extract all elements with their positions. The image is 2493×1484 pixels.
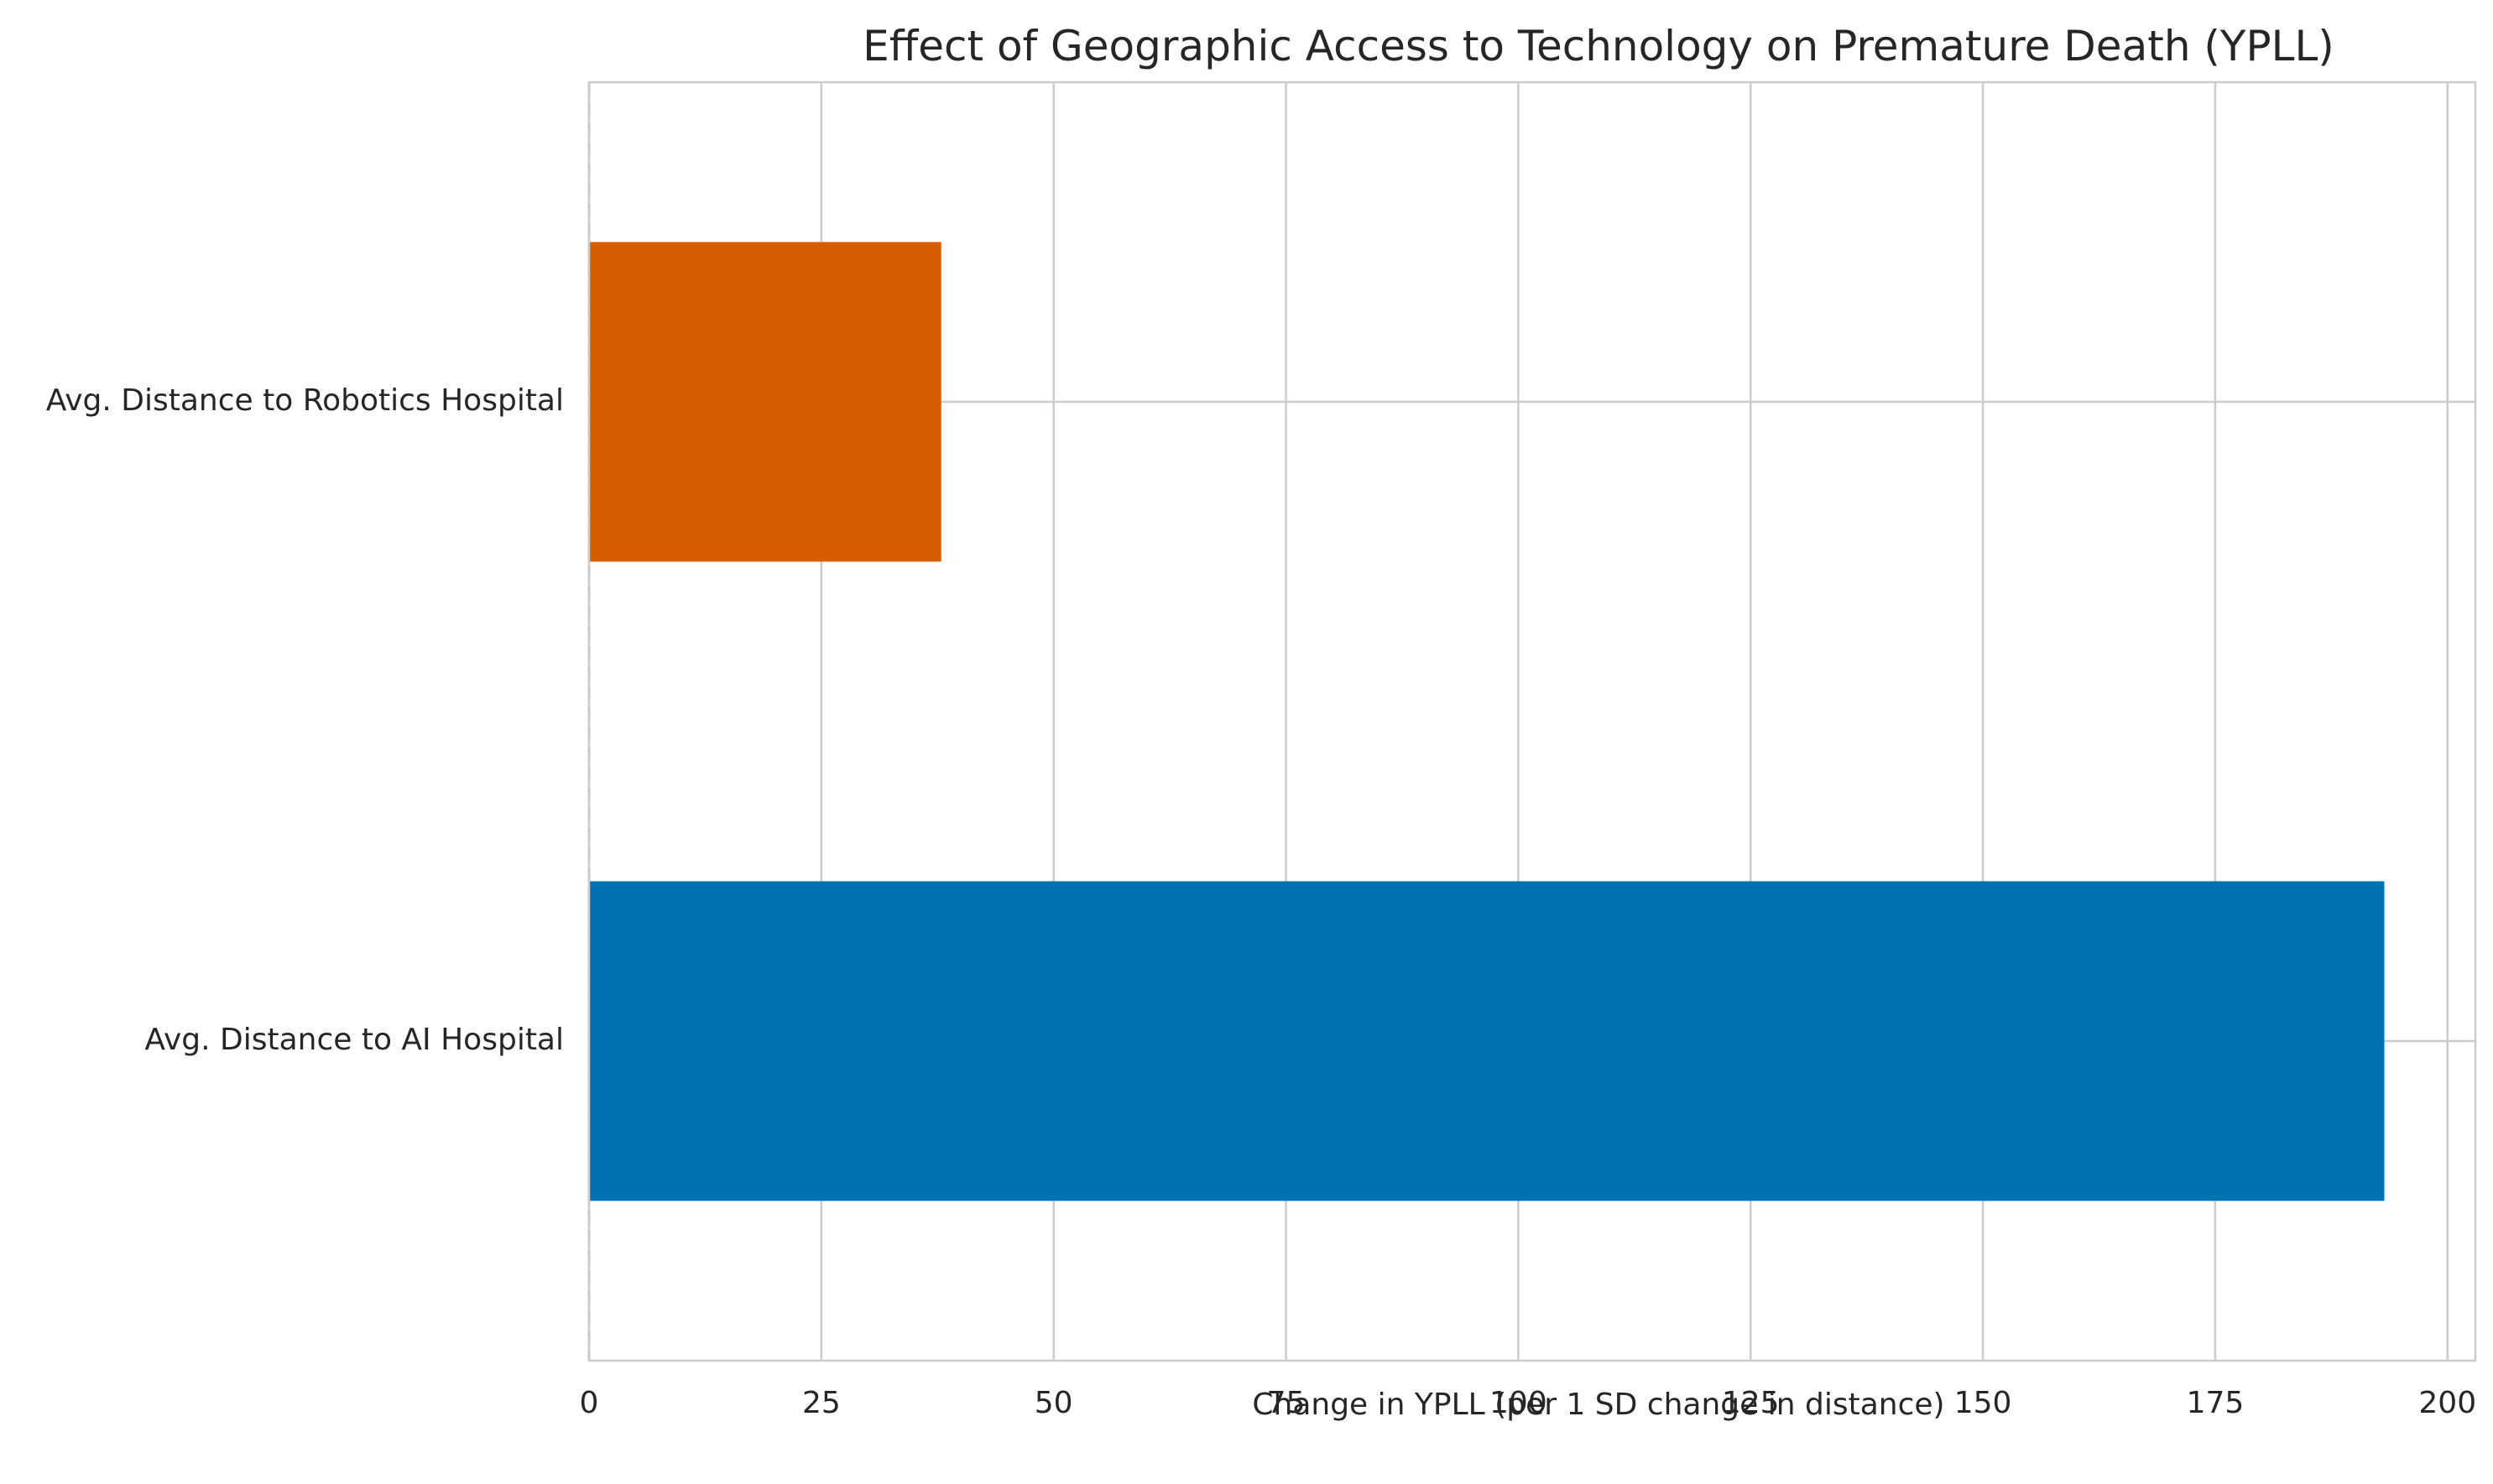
- plot-frame: [587, 81, 2477, 1362]
- x-tick-label: 75: [1267, 1386, 1306, 1420]
- x-tick-label: 100: [1489, 1386, 1547, 1420]
- bar-robotics-hospital: [589, 242, 941, 562]
- x-tick-label: 175: [2187, 1386, 2245, 1420]
- x-tick-label: 0: [580, 1386, 599, 1420]
- x-axis-label: Change in YPLL (per 1 SD change in dista…: [1252, 1388, 1944, 1422]
- x-axis-ticks: 0 25 50 75 100 125 150 175 200: [580, 1386, 2477, 1420]
- bars: [589, 242, 2385, 1201]
- bar-ai-hospital: [589, 881, 2385, 1201]
- x-tick-label: 50: [1035, 1386, 1073, 1420]
- y-tick-label: Avg. Distance to AI Hospital: [144, 1023, 564, 1057]
- x-tick-label: 25: [802, 1386, 841, 1420]
- y-axis-ticks: Avg. Distance to AI Hospital Avg. Distanc…: [46, 383, 564, 1057]
- x-tick-label: 125: [1722, 1386, 1780, 1420]
- y-tick-label: Avg. Distance to Robotics Hospital: [46, 383, 564, 418]
- chart-title: Effect of Geographic Access to Technolog…: [863, 22, 2334, 70]
- axes-frame: [587, 81, 2477, 1362]
- x-tick-label: 200: [2418, 1386, 2476, 1420]
- x-tick-label: 150: [1954, 1386, 2012, 1420]
